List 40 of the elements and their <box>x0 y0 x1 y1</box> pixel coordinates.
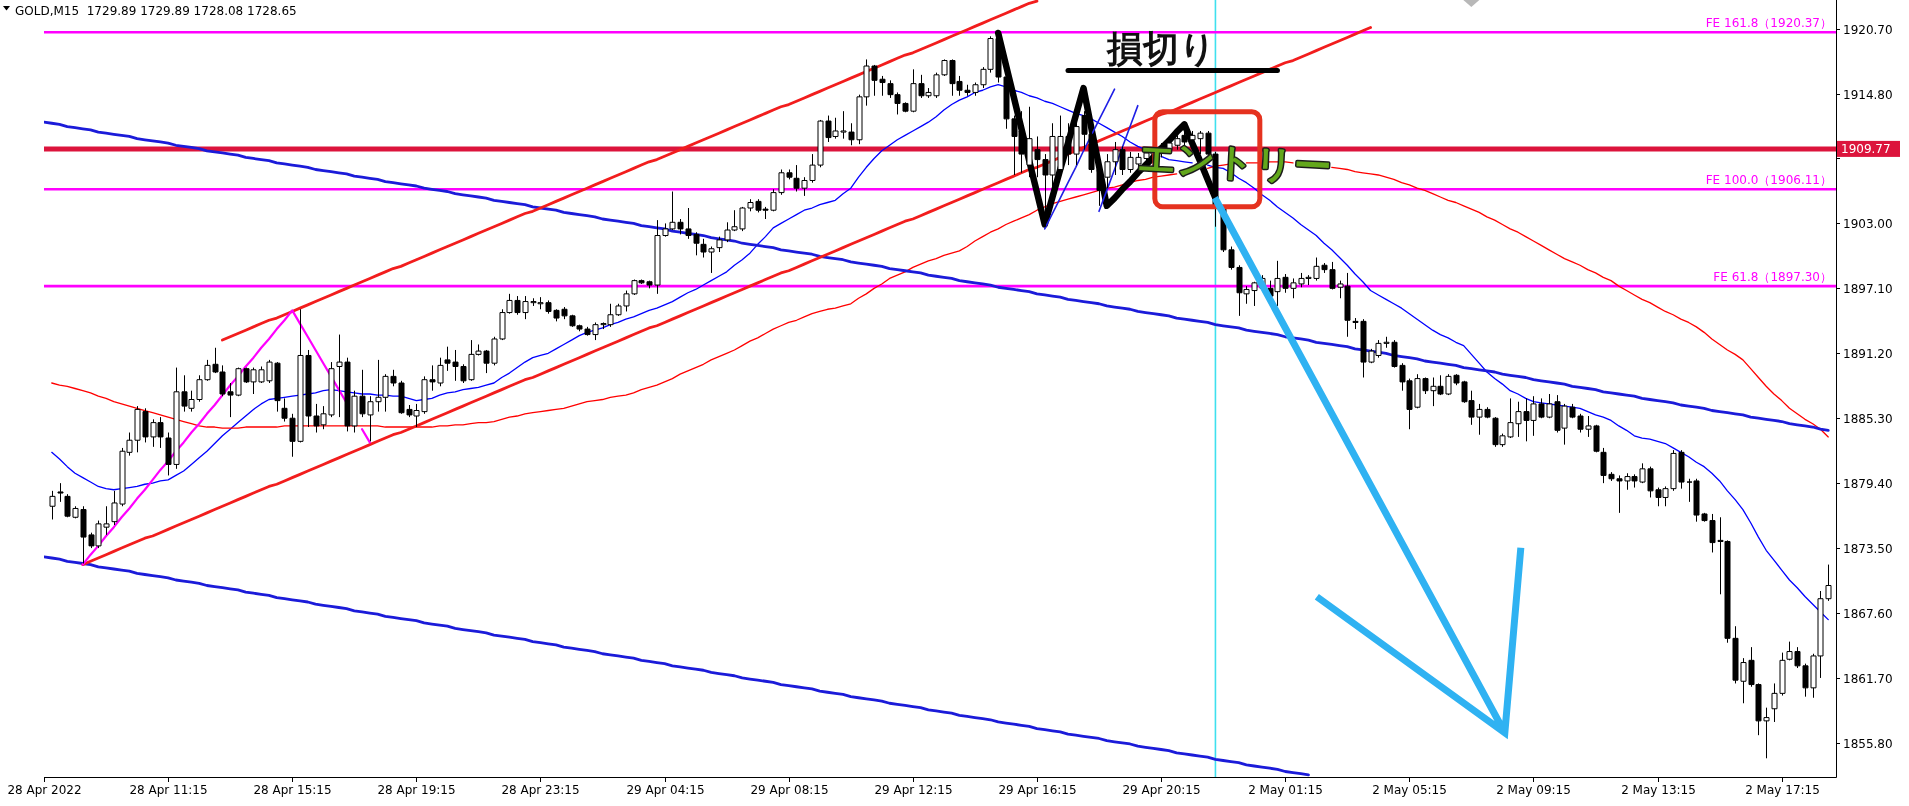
x-tick-label: 29 Apr 20:15 <box>1122 783 1201 797</box>
x-tick-label: 2 May 17:15 <box>1745 783 1820 797</box>
ref-line-label: FE 161.8（1920.37） <box>1705 16 1832 31</box>
x-tick-label: 28 Apr 2022 <box>7 783 82 797</box>
line-series <box>1098 104 1139 213</box>
ref-line-label: FE 100.0（1906.11） <box>1705 173 1832 188</box>
x-tick-label: 2 May 09:15 <box>1496 783 1571 797</box>
y-tick-label: 1861.70 <box>1843 672 1893 686</box>
y-tick-label: 1903.00 <box>1843 217 1893 231</box>
chart-title: GOLD,M15 1729.89 1729.89 1728.08 1728.65 <box>15 4 297 18</box>
x-tick-label: 28 Apr 23:15 <box>501 783 580 797</box>
x-tick-label: 29 Apr 12:15 <box>874 783 953 797</box>
y-tick-label: 1879.40 <box>1843 477 1893 491</box>
line-series <box>81 26 1372 566</box>
y-tick-label: 1897.10 <box>1843 282 1893 296</box>
x-tick-label: 28 Apr 15:15 <box>253 783 332 797</box>
ref-line-label: FE 61.8（1897.30） <box>1713 270 1832 285</box>
x-tick-label: 28 Apr 19:15 <box>377 783 456 797</box>
x-tick-label: 2 May 05:15 <box>1372 783 1447 797</box>
y-tick-label: 1914.80 <box>1843 88 1893 102</box>
y-tick-label: 1867.60 <box>1843 607 1893 621</box>
candlestick <box>49 490 56 520</box>
y-tick-label: 1885.30 <box>1843 412 1893 426</box>
x-tick-label: 29 Apr 04:15 <box>626 783 705 797</box>
y-tick-label: 1873.50 <box>1843 542 1893 556</box>
line-series <box>44 120 1830 432</box>
x-tick-label: 2 May 13:15 <box>1621 783 1696 797</box>
ref-line-label: 1909.77 <box>1841 142 1891 157</box>
annotation: エントリー <box>1136 134 1333 189</box>
x-tick-label: 2 May 01:15 <box>1248 783 1323 797</box>
y-tick-label: 1891.20 <box>1843 347 1893 361</box>
line-series <box>44 555 1310 777</box>
x-tick-label: 28 Apr 11:15 <box>129 783 208 797</box>
x-tick-label: 29 Apr 16:15 <box>998 783 1077 797</box>
annotation: 損切り <box>1105 28 1216 70</box>
y-tick-label: 1855.80 <box>1843 737 1893 751</box>
candlestick <box>57 482 64 503</box>
line-series <box>1043 88 1116 230</box>
y-tick-label: 1920.70 <box>1843 23 1893 37</box>
x-tick-label: 29 Apr 08:15 <box>750 783 829 797</box>
